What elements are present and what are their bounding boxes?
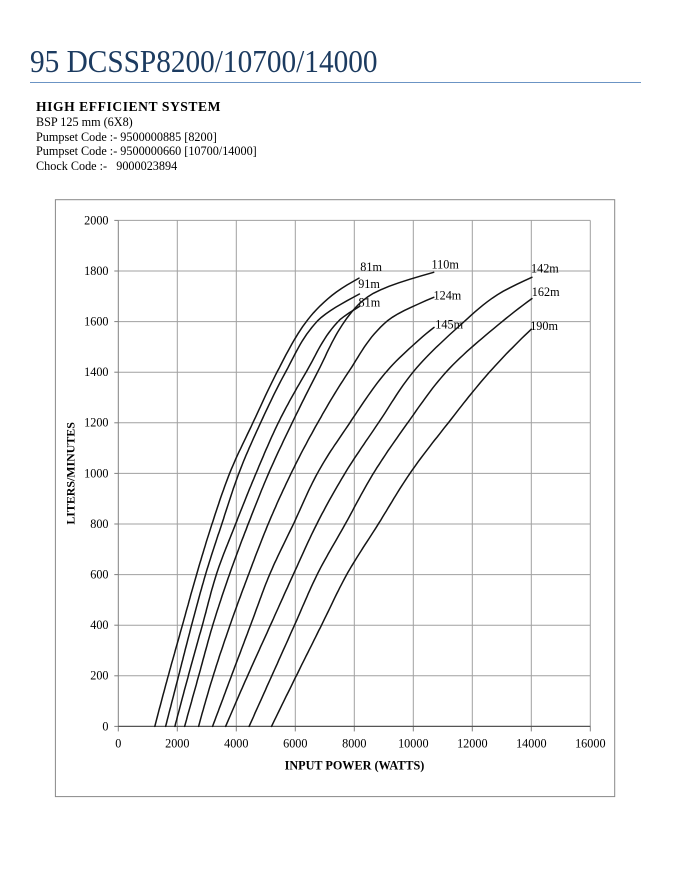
- svg-text:2000: 2000: [84, 213, 108, 227]
- svg-text:91m: 91m: [358, 277, 380, 291]
- svg-text:142m: 142m: [531, 262, 559, 276]
- svg-text:800: 800: [90, 517, 108, 531]
- svg-text:LITERS/MINUTES: LITERS/MINUTES: [64, 422, 78, 525]
- svg-text:6000: 6000: [283, 737, 307, 751]
- svg-text:12000: 12000: [457, 737, 487, 751]
- svg-text:14000: 14000: [516, 737, 546, 751]
- svg-text:10000: 10000: [398, 737, 428, 751]
- svg-text:INPUT POWER (WATTS): INPUT POWER (WATTS): [285, 759, 425, 773]
- svg-text:1600: 1600: [84, 315, 108, 329]
- svg-text:200: 200: [90, 669, 108, 683]
- svg-text:81m: 81m: [359, 296, 381, 310]
- svg-text:1400: 1400: [84, 365, 108, 379]
- svg-text:16000: 16000: [575, 737, 605, 751]
- svg-text:600: 600: [90, 568, 108, 582]
- svg-text:400: 400: [90, 618, 108, 632]
- svg-text:81m: 81m: [360, 260, 382, 274]
- svg-text:0: 0: [102, 719, 108, 733]
- svg-text:1000: 1000: [84, 466, 108, 480]
- svg-text:1200: 1200: [84, 416, 108, 430]
- svg-text:2000: 2000: [165, 737, 189, 751]
- svg-text:124m: 124m: [434, 289, 462, 303]
- svg-text:4000: 4000: [224, 737, 248, 751]
- svg-text:190m: 190m: [530, 319, 558, 333]
- svg-text:145m: 145m: [435, 317, 463, 331]
- svg-text:110m: 110m: [432, 258, 460, 272]
- svg-text:8000: 8000: [342, 737, 366, 751]
- svg-text:1800: 1800: [84, 264, 108, 278]
- svg-text:0: 0: [115, 737, 121, 751]
- svg-text:162m: 162m: [532, 285, 560, 299]
